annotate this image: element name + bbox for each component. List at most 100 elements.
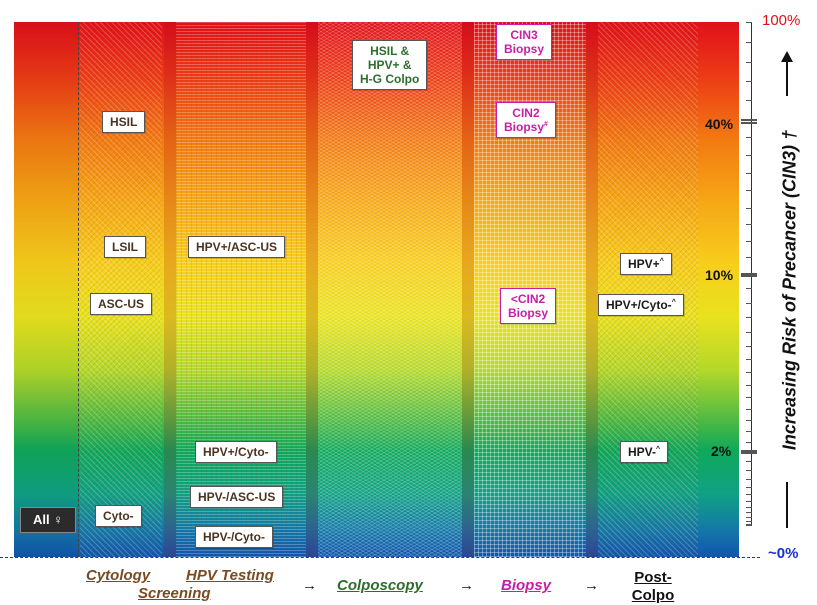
axis-tick	[746, 62, 752, 63]
column-separator	[586, 22, 598, 557]
cin2-line-1: CIN2	[512, 106, 540, 120]
axis-tick	[741, 452, 757, 454]
axis-tick	[746, 461, 752, 462]
zero-risk-baseline	[0, 557, 760, 558]
axis-tick	[746, 359, 752, 360]
axis-tick	[746, 257, 752, 258]
axis-tick	[746, 470, 752, 471]
axis-tick	[746, 372, 752, 373]
column-separator	[164, 22, 176, 557]
post-hpv-neg-text: HPV-	[628, 445, 657, 459]
axis-label-0: ~0%	[768, 545, 799, 562]
axis-tick	[746, 494, 752, 495]
dashed-divider	[78, 22, 79, 557]
axis-tick	[746, 397, 752, 398]
axis-major-tick	[741, 122, 757, 124]
flow-arrow-icon: →	[302, 577, 317, 594]
cin2-line-2: Biopsy#	[504, 120, 548, 134]
axis-major-tick	[741, 275, 757, 277]
axis-label-10: 10%	[705, 267, 734, 283]
risk-axis-title-text: Increasing Risk of Precancer (CIN3)	[779, 144, 800, 451]
axis-tick	[746, 385, 752, 386]
hpv-positive-cyto-negative-box: HPV+/Cyto-	[195, 441, 277, 463]
axis-tick	[746, 521, 752, 522]
axis-tick	[746, 525, 752, 526]
axis-tick	[746, 332, 752, 333]
axis-tick	[746, 303, 752, 304]
risk-axis-title: Increasing Risk of Precancer (CIN3) †	[780, 130, 801, 450]
flow-arrow-icon: →	[459, 577, 474, 594]
axis-tick	[741, 273, 757, 275]
axis-tick	[746, 512, 752, 513]
axis-tick	[746, 479, 752, 480]
hpv-positive-ascus-box: HPV+/ASC-US	[188, 236, 286, 258]
colpo-line-1: HSIL &	[370, 44, 410, 58]
axis-label-100: 100%	[762, 12, 801, 29]
post-hpv-pos-mark: ^	[659, 258, 664, 265]
all-women-badge: All ♀	[20, 507, 76, 533]
up-arrow-shaft	[786, 60, 788, 96]
risk-axis-title-mark: †	[779, 129, 800, 145]
cin2-biopsy-box: CIN2 Biopsy#	[496, 102, 556, 138]
cin2-line-2-text: Biopsy	[504, 120, 545, 134]
post-hpv-pos-text: HPV+	[628, 257, 660, 271]
lt-cin2-line-1: <CIN2	[510, 292, 546, 306]
cin3-line-2: Biopsy	[504, 42, 545, 56]
axis-tick	[741, 119, 757, 121]
lt-cin2-biopsy-box: <CIN2 Biopsy	[500, 288, 557, 324]
axis-tick	[746, 487, 752, 488]
hsil-box: HSIL	[102, 111, 146, 133]
hsil-hpv-hg-colpo-box: HSIL & HPV+ & H-G Colpo	[352, 40, 428, 90]
post-hpv-pos-cyto-neg-text: HPV+/Cyto-	[606, 298, 672, 312]
hpv-testing-column	[176, 22, 306, 557]
cin2-footnote-mark: #	[544, 121, 548, 128]
axis-tick	[746, 431, 752, 432]
axis-tick	[746, 208, 752, 209]
stage-hpv-testing: HPV Testing	[186, 567, 274, 584]
column-separator	[306, 22, 318, 557]
cin3-biopsy-box: CIN3 Biopsy	[496, 24, 553, 60]
flow-arrow-icon: →	[584, 577, 599, 594]
cyto-negative-box: Cyto-	[95, 505, 142, 527]
axis-tick	[746, 241, 752, 242]
post-colpo-hpv-negative-box: HPV-^	[620, 441, 669, 463]
stage-post-colpo-line-1: Post-	[634, 569, 672, 586]
column-separator	[462, 22, 474, 557]
axis-tick	[746, 137, 752, 138]
axis-tick	[746, 224, 752, 225]
ascus-box: ASC-US	[90, 293, 153, 315]
axis-tick	[746, 409, 752, 410]
axis-tick	[746, 346, 752, 347]
post-colpo-hpv-positive-cyto-negative-box: HPV+/Cyto-^	[598, 294, 684, 316]
axis-tick	[746, 317, 752, 318]
stage-cytology: Cytology	[86, 567, 151, 584]
cytology-column	[80, 22, 162, 557]
post-colpo-column	[598, 22, 698, 557]
axis-tick	[746, 100, 752, 101]
axis-tick	[746, 42, 752, 43]
post-hpv-pos-cyto-neg-mark: ^	[671, 299, 676, 306]
post-hpv-neg-mark: ^	[656, 446, 661, 453]
axis-tick	[746, 420, 752, 421]
hpv-negative-cyto-negative-box: HPV-/Cyto-	[195, 526, 274, 548]
risk-gradient-panel	[14, 22, 739, 557]
colpo-line-3: H-G Colpo	[360, 72, 420, 86]
axis-tick	[746, 501, 752, 502]
stage-post-colpo: Post- Colpo	[630, 569, 676, 605]
stage-biopsy: Biopsy	[501, 577, 552, 594]
stage-colposcopy: Colposcopy	[337, 577, 423, 594]
up-arrow-icon	[781, 51, 793, 62]
axis-tick	[746, 517, 752, 518]
cin3-line-1: CIN3	[510, 28, 538, 42]
axis-tick	[746, 288, 752, 289]
axis-tick	[746, 190, 752, 191]
axis-label-40: 40%	[705, 116, 734, 132]
axis-tick	[746, 173, 752, 174]
stage-screening: Screening	[138, 585, 211, 602]
axis-tick	[746, 81, 752, 82]
stage-post-colpo-line-2: Colpo	[631, 587, 675, 604]
axis-tick	[746, 507, 752, 508]
axis-major-tick	[741, 450, 757, 452]
axis-tick	[746, 442, 752, 443]
risk-axis-tail-line	[786, 482, 788, 528]
